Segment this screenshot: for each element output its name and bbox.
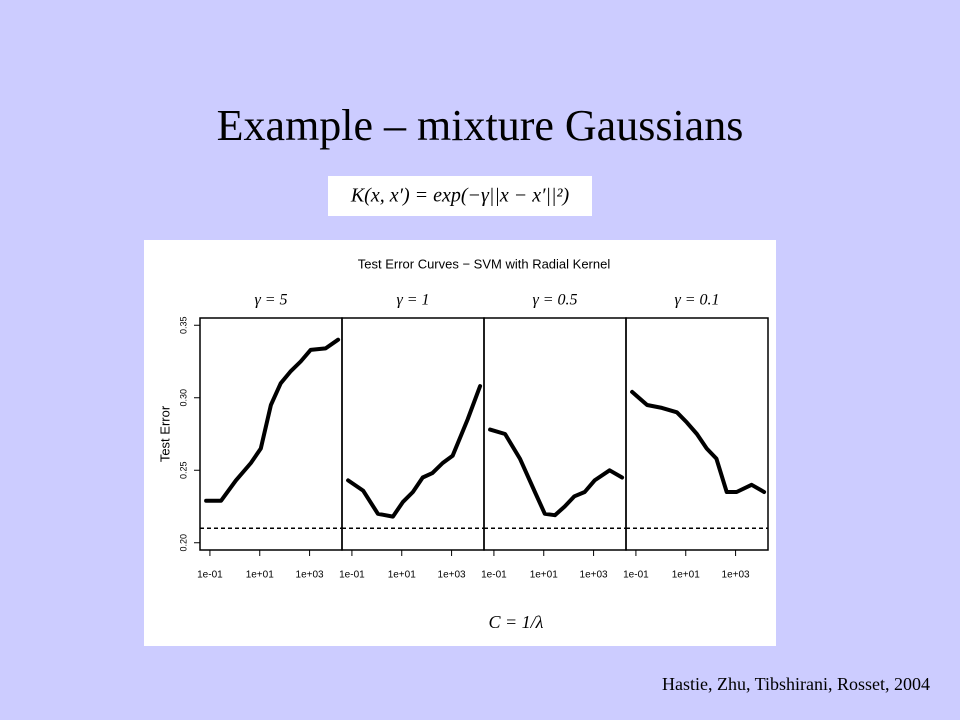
error-curve — [630, 389, 767, 494]
error-curve — [204, 337, 341, 503]
citation: Hastie, Zhu, Tibshirani, Rosset, 2004 — [662, 674, 930, 694]
x-tick-label: 1e+01 — [530, 570, 559, 581]
panel-title: γ = 0.5 — [532, 292, 577, 309]
x-tick-label: 1e+01 — [672, 570, 701, 581]
slide-title: Example – mixture Gaussians — [217, 101, 744, 150]
x-tick-label: 1e+01 — [388, 570, 417, 581]
y-tick-label: 0.25 — [178, 461, 188, 479]
error-curve — [346, 384, 483, 519]
y-axis-label: Test Error — [157, 405, 172, 462]
y-tick-label: 0.30 — [178, 389, 188, 407]
plot-frame — [625, 317, 769, 551]
x-tick-label: 1e+01 — [246, 570, 275, 581]
panel-title: γ = 5 — [254, 292, 287, 309]
x-tick-label: 1e+03 — [438, 570, 467, 581]
y-tick-label: 0.20 — [178, 534, 188, 552]
x-tick-label: 1e-01 — [623, 570, 649, 581]
x-tick-label: 1e-01 — [481, 570, 507, 581]
panel-title: γ = 1 — [396, 292, 429, 309]
x-tick-label: 1e+03 — [296, 570, 325, 581]
y-tick-label: 0.35 — [178, 316, 188, 334]
error-curve — [488, 427, 625, 518]
figure-title: Test Error Curves − SVM with Radial Kern… — [358, 256, 611, 271]
x-tick-label: 1e-01 — [339, 570, 365, 581]
x-tick-label: 1e+03 — [580, 570, 609, 581]
x-tick-label: 1e-01 — [197, 570, 223, 581]
panel-title: γ = 0.1 — [674, 292, 719, 309]
x-tick-label: 1e+03 — [722, 570, 751, 581]
formula-box — [328, 176, 592, 216]
formula: K(x, x′) = exp(−γ||x − x′||²) — [350, 185, 570, 207]
x-axis-label: C = 1/λ — [489, 612, 544, 632]
